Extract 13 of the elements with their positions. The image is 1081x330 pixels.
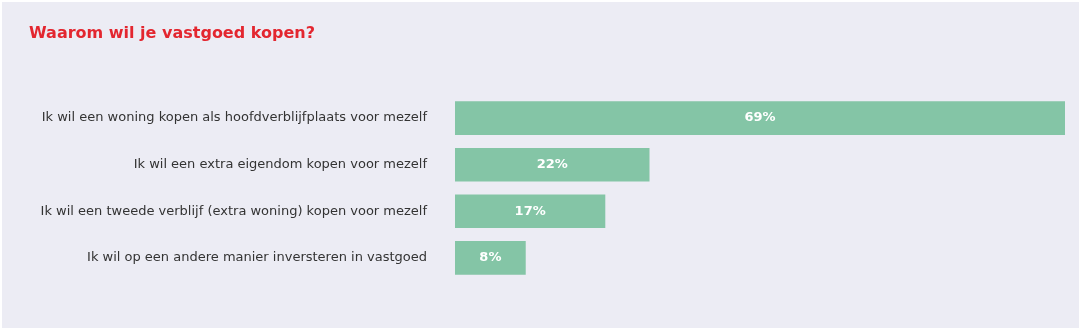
bar [455, 101, 1065, 135]
y-tick-label: Ik wil een woning kopen als hoofdverblijfplaats voor mezelf [41, 109, 428, 125]
data-label: 22% [536, 156, 568, 172]
data-label: 17% [514, 202, 546, 218]
y-tick-label: Ik wil een extra eigendom kopen voor mezelf [133, 156, 428, 172]
data-label: 69% [744, 109, 776, 125]
y-tick-label: Ik wil op een andere manier inversteren in vastgoed [87, 249, 427, 265]
bar [455, 194, 606, 229]
data-label: 8% [479, 249, 502, 265]
y-tick-label: Ik wil een tweede verblijf (extra woning) kopen voor mezelf [40, 202, 428, 218]
bar [455, 241, 526, 275]
text: Waarom wil je vastgoed kopen? [29, 23, 315, 42]
bar [455, 147, 650, 182]
